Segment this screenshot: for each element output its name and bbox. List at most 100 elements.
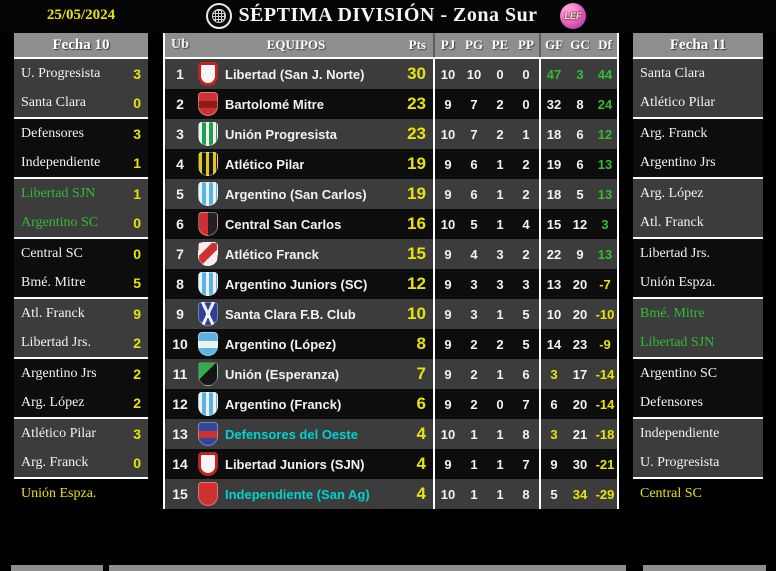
pp-value: 3 bbox=[522, 276, 530, 292]
match-date: 25/05/2024 bbox=[46, 7, 116, 23]
points-value: 4 bbox=[416, 454, 426, 473]
bye-team: Central SC bbox=[640, 486, 702, 501]
pp-value: 7 bbox=[522, 456, 530, 472]
played-stats-group: 10 1 1 8 bbox=[433, 419, 539, 449]
match-line: Arg. Franck bbox=[633, 119, 763, 148]
pj-value: 10 bbox=[440, 486, 456, 502]
gf-value: 19 bbox=[546, 156, 562, 172]
fecha11-matches: Santa Clara Atlético Pilar Arg. Franck Arge… bbox=[633, 59, 763, 509]
pe-value: 1 bbox=[496, 486, 504, 502]
match-team: Santa Clara bbox=[640, 65, 705, 81]
points-value: 4 bbox=[416, 424, 426, 443]
col-pj: PJ bbox=[440, 37, 456, 52]
played-stats-group: 9 1 1 7 bbox=[433, 449, 539, 479]
team-cell: Santa Clara F.B. Club bbox=[195, 299, 394, 329]
col-ub: Ub bbox=[171, 37, 189, 52]
gf-value: 10 bbox=[546, 306, 562, 322]
standings-row: 14 Libertad Juniors (SJN) 4 9 1 1 7 9 30 -21 bbox=[165, 449, 617, 479]
pp-value: 2 bbox=[522, 186, 530, 202]
standings-row: 5 Argentino (San Carlos) 19 9 6 1 2 18 5 13 bbox=[165, 179, 617, 209]
team-name: Central San Carlos bbox=[225, 216, 342, 232]
team-badge-icon bbox=[198, 452, 218, 476]
col-equipos: EQUIPOS bbox=[266, 37, 326, 52]
match-score: 5 bbox=[133, 274, 141, 291]
team-name: Libertad Juniors (SJN) bbox=[225, 456, 365, 472]
points-value: 6 bbox=[416, 394, 426, 413]
gc-value: 8 bbox=[576, 96, 584, 112]
team-cell: Argentino Juniors (SC) bbox=[195, 269, 394, 299]
position-number: 13 bbox=[172, 426, 188, 442]
df-value: -7 bbox=[599, 276, 611, 292]
pg-value: 6 bbox=[470, 186, 478, 202]
match-line: Arg. López bbox=[633, 179, 763, 208]
fecha10-title: Fecha 10 bbox=[14, 33, 148, 59]
page-title: SÉPTIMA DIVISIÓN - Zona Sur bbox=[238, 4, 538, 26]
df-value: -21 bbox=[595, 456, 615, 472]
goals-stats-group: 13 20 -7 bbox=[539, 269, 617, 299]
match-team: Defensores bbox=[21, 125, 84, 141]
match-team: Arg. López bbox=[640, 185, 704, 201]
match-team: Libertad Jrs. bbox=[21, 334, 91, 350]
standings-row: 3 Unión Progresista 23 10 7 2 1 18 6 12 bbox=[165, 119, 617, 149]
match-line: Libertad Jrs. bbox=[633, 239, 763, 268]
gc-value: 9 bbox=[576, 246, 584, 262]
pe-value: 1 bbox=[496, 216, 504, 232]
df-value: -29 bbox=[595, 486, 615, 502]
team-badge-icon bbox=[198, 152, 218, 176]
gf-value: 18 bbox=[546, 126, 562, 142]
match-score: 1 bbox=[133, 154, 141, 171]
pj-value: 9 bbox=[444, 456, 452, 472]
match-line: Atlético Pilar bbox=[633, 88, 763, 117]
match-line: Atl. Franck bbox=[633, 208, 763, 237]
pg-value: 2 bbox=[470, 366, 478, 382]
fecha10-matches: U. Progresista 3 Santa Clara 0 Defensores 3 In… bbox=[14, 59, 148, 509]
gc-value: 21 bbox=[572, 426, 588, 442]
team-cell: Libertad Juniors (SJN) bbox=[195, 449, 394, 479]
team-name: Independiente (San Ag) bbox=[225, 486, 370, 502]
played-stats-group: 9 6 1 2 bbox=[433, 179, 539, 209]
gf-value: 3 bbox=[550, 426, 558, 442]
match-line: Santa Clara 0 bbox=[14, 88, 148, 117]
match-team: U. Progresista bbox=[21, 65, 101, 81]
df-value: -14 bbox=[595, 366, 615, 382]
match-line: U. Progresista bbox=[633, 448, 763, 477]
match-score: 1 bbox=[133, 185, 141, 202]
goals-stats-group: 18 5 13 bbox=[539, 179, 617, 209]
df-value: 12 bbox=[597, 126, 613, 142]
df-value: 13 bbox=[597, 156, 613, 172]
match-line: Atlético Pilar 3 bbox=[14, 419, 148, 448]
match-pair: Central SC 0 Bmé. Mitre 5 bbox=[14, 239, 148, 299]
df-value: -10 bbox=[595, 306, 615, 322]
col-gf: GF bbox=[544, 37, 564, 52]
gc-value: 23 bbox=[572, 336, 588, 352]
match-team: Bmé. Mitre bbox=[21, 274, 86, 290]
match-score: 2 bbox=[133, 394, 141, 411]
team-name: Argentino (San Carlos) bbox=[225, 186, 367, 202]
gc-value: 17 bbox=[572, 366, 588, 382]
goals-stats-group: 18 6 12 bbox=[539, 119, 617, 149]
match-score: 2 bbox=[133, 365, 141, 382]
match-team: Independiente bbox=[640, 425, 720, 441]
position-number: 12 bbox=[172, 396, 188, 412]
match-team: Atl. Franck bbox=[21, 305, 85, 321]
position-number: 5 bbox=[176, 186, 184, 202]
pe-value: 1 bbox=[496, 156, 504, 172]
df-value: 44 bbox=[597, 66, 613, 82]
match-pair: Argentino Jrs 2 Arg. López 2 bbox=[14, 359, 148, 419]
team-cell: Argentino (San Carlos) bbox=[195, 179, 394, 209]
gc-value: 20 bbox=[572, 396, 588, 412]
points-value: 19 bbox=[407, 154, 426, 173]
gc-value: 34 bbox=[572, 486, 588, 502]
played-stats-group: 9 7 2 0 bbox=[433, 89, 539, 119]
goals-stats-group: 10 20 -10 bbox=[539, 299, 617, 329]
team-name: Bartolomé Mitre bbox=[225, 96, 324, 112]
points-value: 8 bbox=[416, 334, 426, 353]
standings-row: 15 Independiente (San Ag) 4 10 1 1 8 5 34 -29 bbox=[165, 479, 617, 509]
df-value: -18 bbox=[595, 426, 615, 442]
standings-row: 9 Santa Clara F.B. Club 10 9 3 1 5 10 20 -10 bbox=[165, 299, 617, 329]
match-line: Argentino SC bbox=[633, 359, 763, 388]
pe-value: 1 bbox=[496, 366, 504, 382]
match-team: Arg. Franck bbox=[640, 125, 708, 141]
team-name: Santa Clara F.B. Club bbox=[225, 306, 356, 322]
pj-value: 9 bbox=[444, 396, 452, 412]
